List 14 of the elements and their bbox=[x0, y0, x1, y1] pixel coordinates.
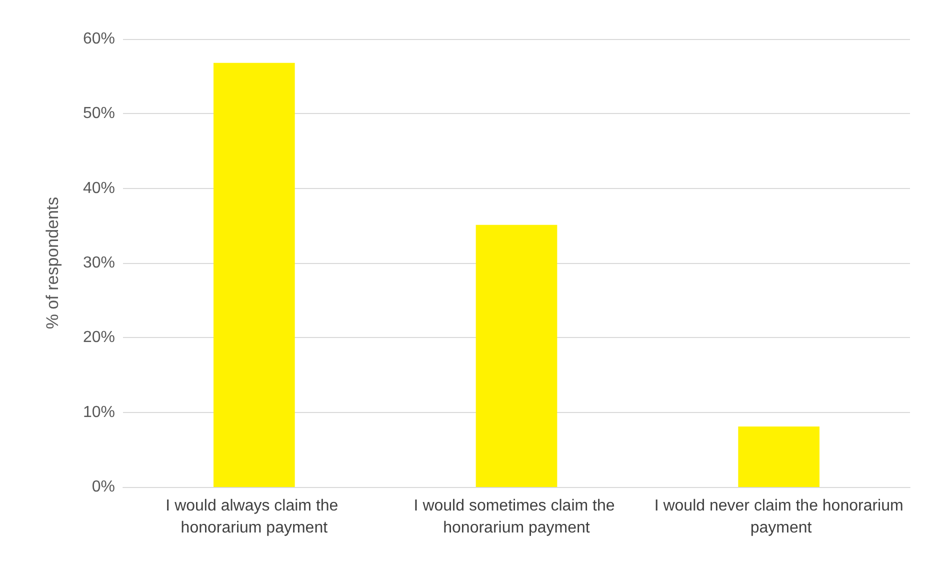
x-tick-label: I would never claim the honorarium payment bbox=[654, 498, 904, 536]
x-tick-label: I would always claim the honorarium payment bbox=[166, 498, 343, 536]
bar bbox=[476, 224, 558, 487]
x-tick-label: I would sometimes claim the honorarium payment bbox=[414, 498, 620, 536]
bar bbox=[738, 426, 820, 487]
y-axis-title: % of respondents bbox=[43, 196, 62, 330]
y-tick-label: 0% bbox=[92, 478, 115, 496]
y-tick-label: 50% bbox=[82, 105, 115, 122]
bar bbox=[214, 62, 295, 487]
y-tick-label: 10% bbox=[82, 404, 115, 421]
y-tick-label: 60% bbox=[82, 30, 115, 48]
y-tick-label: 30% bbox=[82, 254, 115, 272]
y-tick-label: 40% bbox=[82, 180, 115, 197]
y-tick-label: 20% bbox=[82, 329, 115, 346]
